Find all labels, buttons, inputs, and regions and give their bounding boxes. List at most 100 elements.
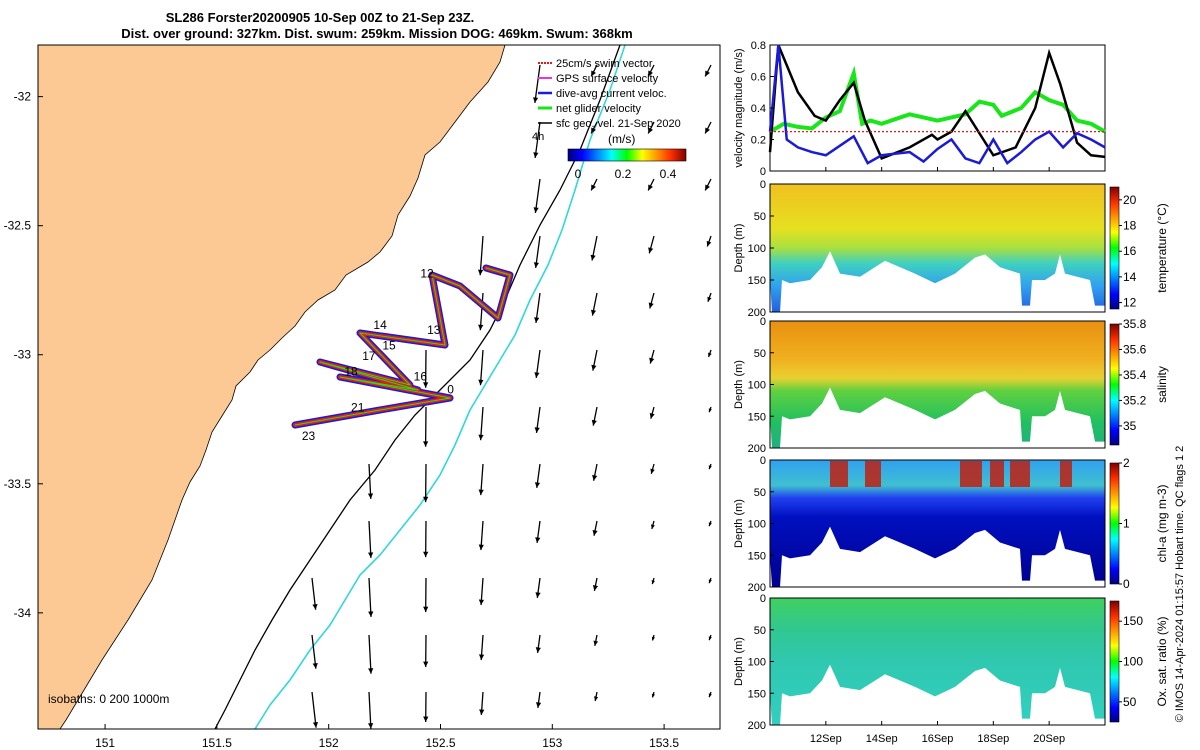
map-panel: 0 12 13 14 15 16 17 18 21 23 151 151.5 152 152.5 153 1… xyxy=(4,44,721,750)
velocity-vectors xyxy=(311,64,712,729)
isobath-1000m xyxy=(254,44,626,730)
velocity-arrow xyxy=(649,406,655,419)
time-xtick-label: 12Sep xyxy=(810,733,842,745)
map-xtick-label: 151 xyxy=(95,736,115,750)
velocity-arrow xyxy=(535,691,542,708)
colorbar-tick-label: 35.6 xyxy=(1123,342,1147,356)
velocity-arrow xyxy=(708,577,712,584)
velocity-ytick-label: 0.6 xyxy=(751,72,766,84)
velocity-arrow xyxy=(368,577,374,617)
velocity-arrow xyxy=(534,406,541,433)
heatmap-field xyxy=(770,460,1105,587)
heatmap-ytick-label: 50 xyxy=(754,348,766,360)
track-time-label: 17 xyxy=(362,349,376,363)
velocity-arrow xyxy=(478,634,485,661)
time-axis: 12Sep 14Sep 16Sep 18Sep 20Sep xyxy=(810,167,1065,745)
velocity-arrow xyxy=(534,292,541,323)
heatmap-colorbar xyxy=(1109,323,1120,446)
velocity-arrow xyxy=(478,406,484,441)
velocity-arrow xyxy=(533,235,541,268)
colorbar-tick-label: 50 xyxy=(1123,695,1137,709)
velocity-arrow xyxy=(704,64,712,77)
map-ytick-label: -34 xyxy=(14,606,32,620)
velocity-arrow xyxy=(648,292,655,309)
map-colorbar-tick: 0.4 xyxy=(660,167,677,181)
velocity-series-line xyxy=(768,44,1106,161)
legend-4h: 4h xyxy=(532,131,544,143)
velocity-arrow xyxy=(423,463,429,503)
title-line2: Dist. over ground: 327km. Dist. swum: 25… xyxy=(121,26,633,41)
velocity-arrow xyxy=(477,235,484,276)
map-ytick-label: -33 xyxy=(14,348,32,362)
velocity-ytick-label: 0.2 xyxy=(751,135,766,147)
velocity-arrow xyxy=(479,691,485,716)
track-time-label: 14 xyxy=(373,318,387,332)
velocity-arrow xyxy=(534,349,541,378)
velocity-series-line xyxy=(768,44,1106,165)
velocity-arrow xyxy=(423,406,429,447)
heatmap-field xyxy=(770,184,1105,312)
heatmap-panel: 0 50 100 150 200 Depth (m) 50 100 150 Ox. sat. ra… xyxy=(733,593,1169,732)
map-colorbar xyxy=(567,148,687,162)
velocity-arrow xyxy=(590,64,598,77)
velocity-arrow xyxy=(590,235,598,261)
heatmap-ytick-label: 150 xyxy=(748,411,766,423)
velocity-arrow xyxy=(368,691,374,729)
colorbar-tick-label: 2 xyxy=(1123,456,1130,470)
velocity-arrow xyxy=(650,463,655,475)
time-xtick-label: 16Sep xyxy=(922,733,954,745)
velocity-arrow xyxy=(708,691,712,698)
velocity-arrow xyxy=(592,577,599,591)
velocity-arrow xyxy=(367,463,374,499)
velocity-arrow xyxy=(535,634,541,653)
heatmap-colorbar xyxy=(1109,462,1120,585)
velocity-arrow xyxy=(708,634,712,641)
velocity-arrow xyxy=(651,577,655,585)
legend-glider: net glider velocity xyxy=(556,103,641,115)
map-ytick-label: -33.5 xyxy=(4,477,32,491)
track-time-label: 18 xyxy=(344,364,358,378)
heatmap-ytick-label: 100 xyxy=(748,657,766,669)
colorbar-tick-label: 35.4 xyxy=(1123,368,1147,382)
colorbar-tick-label: 1 xyxy=(1123,517,1130,531)
velocity-arrow xyxy=(590,178,598,191)
velocity-arrow xyxy=(592,520,598,536)
legend-current: dive-avg current veloc. xyxy=(556,88,667,100)
colorbar-label: temperature (°C) xyxy=(1155,203,1169,293)
velocity-arrow xyxy=(651,634,656,641)
velocity-arrow xyxy=(590,292,598,316)
heatmap-ytick-label: 0 xyxy=(760,593,766,605)
chl-bloom-patch xyxy=(960,461,982,487)
heatmap-ylabel: Depth (m) xyxy=(733,637,745,686)
heatmap-ytick-label: 0 xyxy=(760,316,766,328)
track-time-label: 0 xyxy=(447,382,454,396)
map-colorbar-tick: 0 xyxy=(575,167,582,181)
legend-gps: GPS surface velocity xyxy=(556,73,659,85)
track-time-label: 13 xyxy=(427,323,441,337)
velocity-arrow xyxy=(647,121,655,134)
map-colorbar-label: (m/s) xyxy=(608,132,635,146)
velocity-arrow xyxy=(707,349,712,358)
heatmap-ytick-label: 0 xyxy=(760,179,766,191)
colorbar-tick-label: 12 xyxy=(1123,296,1137,310)
colorbar-tick-label: 150 xyxy=(1123,614,1143,628)
map-colorbar-tick: 0.2 xyxy=(615,167,632,181)
map-frame xyxy=(37,44,721,730)
glider-track: 0 12 13 14 15 16 17 18 21 23 xyxy=(291,264,514,443)
velocity-arrow xyxy=(311,577,318,610)
track-time-label: 23 xyxy=(302,429,316,443)
colorbar-tick-label: 16 xyxy=(1123,244,1137,258)
track-time-label: 16 xyxy=(414,370,428,384)
colorbar-tick-label: 100 xyxy=(1123,655,1143,669)
chl-bloom-patch xyxy=(1010,461,1030,487)
velocity-arrow xyxy=(706,235,712,247)
heatmap-ytick-label: 0 xyxy=(760,455,766,467)
velocity-arrow xyxy=(649,349,655,364)
map-xtick-label: 152.5 xyxy=(425,736,455,750)
map-xtick-label: 153.5 xyxy=(649,736,679,750)
heatmap-ylabel: Depth (m) xyxy=(733,224,745,273)
colorbar-label: salinity xyxy=(1155,366,1169,403)
heatmap-ytick-label: 150 xyxy=(748,275,766,287)
velocity-ytick-label: 0.8 xyxy=(751,40,766,52)
